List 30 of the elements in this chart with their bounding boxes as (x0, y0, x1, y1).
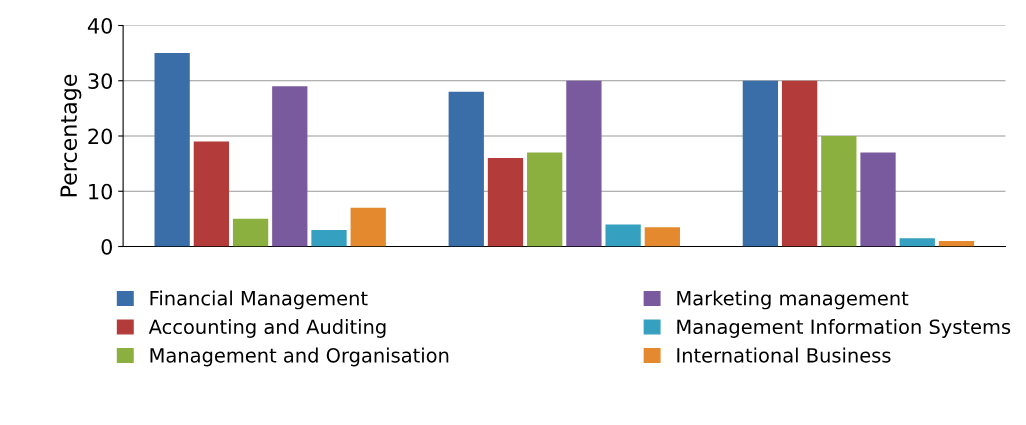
bar (272, 86, 308, 247)
y-tick-label: 30 (88, 73, 113, 89)
legend-label: Management and Organisation (150, 347, 449, 367)
bar (232, 218, 269, 247)
bar (605, 224, 641, 247)
y-tick-label: 40 (87, 17, 113, 34)
bar (527, 152, 563, 247)
bar (566, 80, 602, 247)
legend-label: Management Information Systems (677, 319, 1011, 338)
legend-label: Accounting and Auditing (148, 319, 386, 338)
bar (860, 152, 896, 247)
bar (899, 238, 935, 247)
bar (742, 80, 779, 247)
bar (781, 80, 818, 247)
legend-label: International Business (677, 347, 891, 363)
bar (193, 141, 229, 247)
legend-label: Marketing management (677, 290, 909, 310)
bar (821, 136, 857, 247)
y-axis-title: Percentage (60, 74, 82, 197)
bar (448, 91, 484, 247)
bar (350, 207, 386, 247)
y-tick-label: 0 (101, 238, 113, 255)
legend-label: Financial Management (150, 290, 368, 310)
bar (154, 53, 190, 247)
bar (311, 229, 347, 247)
bar (487, 158, 524, 247)
bar (644, 227, 680, 247)
bar (938, 240, 975, 247)
y-tick-label: 20 (88, 128, 113, 145)
y-tick-label: 10 (89, 183, 113, 200)
